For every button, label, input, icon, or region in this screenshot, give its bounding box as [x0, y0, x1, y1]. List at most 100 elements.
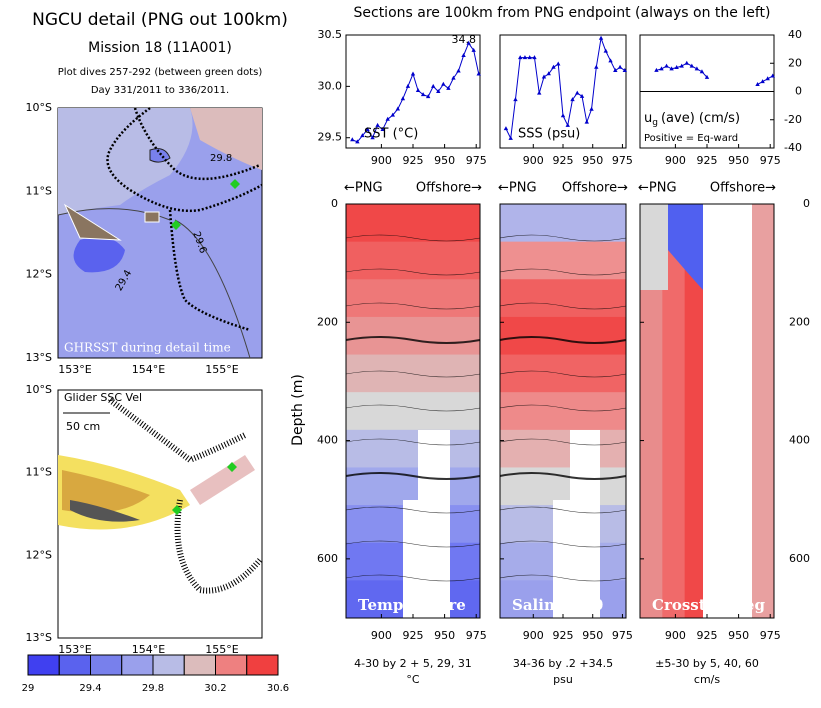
- data-point: [436, 89, 441, 93]
- contour: [499, 370, 627, 378]
- data-point: [400, 96, 406, 101]
- x-tick-label: 925: [553, 629, 574, 642]
- lon-label: 154°E: [132, 643, 165, 656]
- colorbar-cell: [121, 654, 154, 676]
- data-point: [355, 139, 360, 144]
- y-tick-label: 400: [317, 434, 338, 447]
- field-band: [346, 316, 480, 356]
- x-tick-label: 950: [728, 154, 749, 167]
- colorbar-cell: [27, 654, 60, 676]
- section-title: Sections are 100km from PNG endpoint (al…: [354, 5, 771, 21]
- section-head: ←PNG: [638, 181, 677, 196]
- data-point: [370, 135, 375, 140]
- field-band: [500, 241, 626, 280]
- data-point: [560, 113, 566, 118]
- map-caption: GHRSST during detail time: [64, 341, 231, 355]
- field-band: [500, 354, 626, 393]
- data-point: [527, 55, 532, 60]
- no-data: [703, 204, 752, 618]
- x-tick-label: 925: [403, 629, 424, 642]
- data-point: [589, 106, 594, 111]
- field-band: [346, 279, 480, 318]
- contour: [345, 370, 481, 378]
- data-point: [765, 76, 770, 81]
- y-tick-label: 400: [789, 434, 810, 447]
- data-point: [375, 122, 380, 127]
- field-overlay: [668, 204, 703, 290]
- section-unit: °C: [406, 673, 420, 686]
- data-point: [551, 64, 556, 69]
- x-tick-label: 900: [665, 629, 686, 642]
- data-point: [415, 87, 421, 92]
- data-point: [575, 90, 580, 95]
- data-point: [699, 69, 705, 74]
- annotation: 34.8: [452, 33, 477, 46]
- data-point: [684, 60, 689, 65]
- field-band: [346, 429, 480, 468]
- lat-label: 11°S: [26, 466, 52, 479]
- colorbar-label: 30.2: [204, 683, 226, 694]
- field-band: [751, 204, 775, 618]
- map-region: [190, 455, 255, 505]
- contour: [499, 302, 627, 310]
- data-point: [689, 63, 695, 68]
- data-point: [425, 94, 431, 99]
- data-point: [466, 40, 471, 45]
- lon-label: 154°E: [132, 363, 165, 376]
- colorbar-cell: [152, 654, 185, 676]
- x-tick-label: 900: [371, 154, 392, 167]
- data-point: [608, 58, 613, 63]
- data-point: [451, 75, 456, 80]
- map-region: [73, 236, 125, 273]
- contour: [345, 472, 481, 480]
- data-point: [420, 92, 426, 97]
- y-tick-label: 30.0: [318, 79, 343, 92]
- x-tick-label: 900: [371, 629, 392, 642]
- data-point: [385, 116, 390, 121]
- lon-label: 153°E: [58, 363, 91, 376]
- contour: [345, 540, 481, 548]
- map-ticks: 10°S 11°S 12°S 13°S 153°E 154°E 155°E 10°S 11°S 1…: [26, 101, 239, 656]
- map-region: [58, 108, 193, 215]
- map-region: [190, 108, 262, 170]
- section-head: Offshore→: [710, 181, 776, 196]
- y-tick-label: 200: [789, 315, 810, 328]
- data-point: [760, 79, 765, 84]
- lat-label: 11°S: [26, 184, 52, 197]
- field-band: [346, 241, 480, 280]
- land: [63, 203, 160, 241]
- lon-label: 155°E: [205, 363, 238, 376]
- x-tick-label: 950: [434, 629, 455, 642]
- contour: [499, 438, 627, 446]
- land: [70, 500, 140, 522]
- data-point: [570, 97, 575, 102]
- section-caption: Crossthalweg: [652, 596, 765, 614]
- field-band: [662, 204, 686, 618]
- y-tick-label: 0: [803, 197, 810, 210]
- series-label: ug (ave) (cm/s): [644, 111, 740, 128]
- contour: [499, 234, 627, 242]
- field-band: [500, 279, 626, 318]
- field-band: [346, 392, 480, 431]
- section-unit: cm/s: [694, 673, 720, 686]
- data-point: [405, 83, 411, 88]
- contour: [345, 404, 481, 412]
- data-point: [594, 64, 599, 69]
- lon-label: 153°E: [58, 643, 91, 656]
- contour: [499, 540, 627, 548]
- no-data: [403, 430, 450, 618]
- y-tick-label: 40: [788, 28, 802, 41]
- section-head: ←PNG: [344, 181, 383, 196]
- map-region: [149, 148, 171, 163]
- contour: [499, 336, 627, 344]
- velocity-map: [57, 389, 263, 639]
- field-band: [500, 316, 626, 356]
- y-tick-label: 0: [331, 197, 338, 210]
- data-point: [503, 126, 509, 131]
- x-tick-label: 950: [434, 154, 455, 167]
- section-note: ±5-30 by 5, 40, 60: [655, 657, 759, 670]
- x-tick-label: 900: [523, 629, 544, 642]
- x-tick-label: 975: [466, 629, 487, 642]
- y-tick-label: -40: [784, 141, 802, 154]
